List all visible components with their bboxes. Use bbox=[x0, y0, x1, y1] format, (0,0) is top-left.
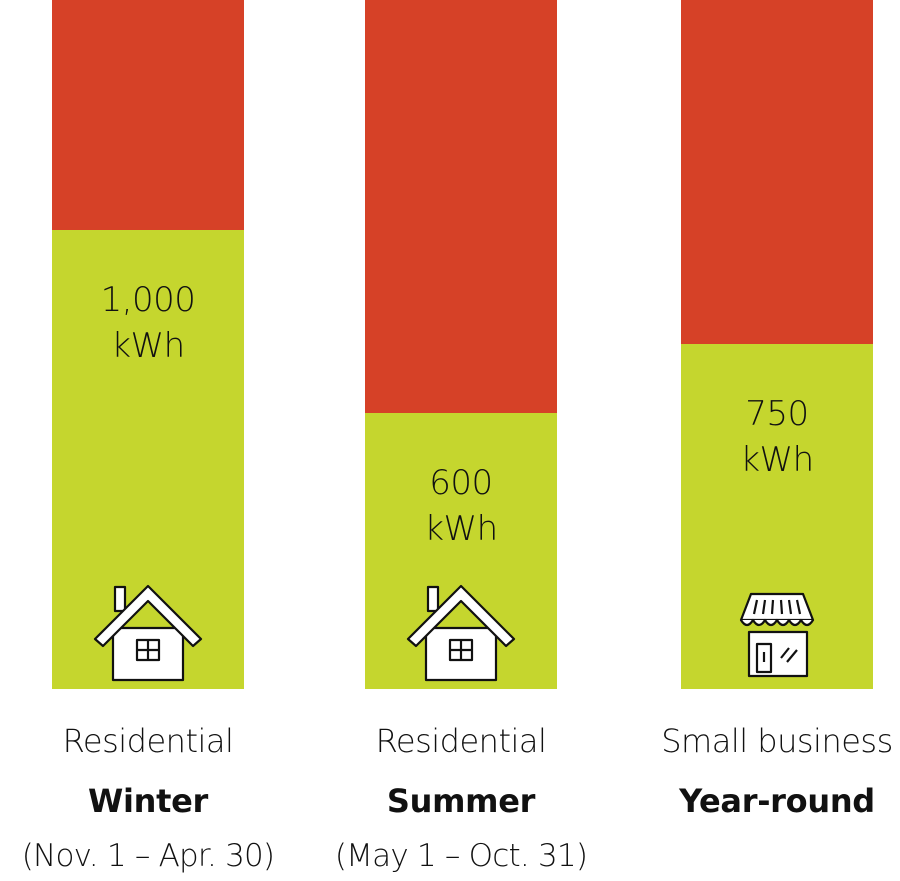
bar-remaining-segment bbox=[681, 0, 873, 344]
house-icon bbox=[93, 584, 203, 682]
category-label-dates: (May 1 – Oct. 31) bbox=[334, 838, 588, 874]
value-label-number: 750 bbox=[745, 394, 809, 434]
value-label-number: 600 bbox=[429, 463, 493, 503]
category-label-season: Year-round bbox=[679, 782, 875, 820]
house-icon bbox=[406, 584, 516, 682]
category-label-season: Summer bbox=[386, 782, 536, 820]
value-label-unit: kWh bbox=[111, 326, 185, 366]
value-label-unit: kWh bbox=[424, 509, 498, 549]
category-label-season: Winter bbox=[87, 782, 209, 820]
category-label-type: Residential bbox=[375, 722, 547, 760]
storefront-icon bbox=[739, 592, 815, 678]
category-label-type: Residential bbox=[62, 722, 234, 760]
bar-residential-winter: 1,000 kWh bbox=[52, 0, 244, 689]
bar-residential-summer: 600 kWh bbox=[365, 0, 557, 689]
bar-remaining-segment bbox=[52, 0, 244, 230]
bar-used-segment bbox=[52, 230, 244, 689]
value-label-number: 1,000 bbox=[100, 280, 196, 320]
category-label-type: Small business bbox=[661, 722, 893, 760]
value-label-unit: kWh bbox=[740, 440, 814, 480]
category-label-dates: (Nov. 1 – Apr. 30) bbox=[21, 838, 275, 874]
bar-remaining-segment bbox=[365, 0, 557, 413]
bar-small-business-year-round: 750 kWh bbox=[681, 0, 873, 689]
